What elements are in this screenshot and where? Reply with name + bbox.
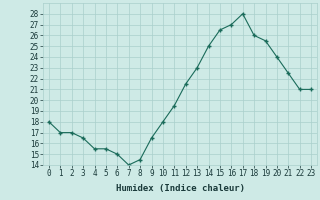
X-axis label: Humidex (Indice chaleur): Humidex (Indice chaleur) — [116, 184, 244, 193]
